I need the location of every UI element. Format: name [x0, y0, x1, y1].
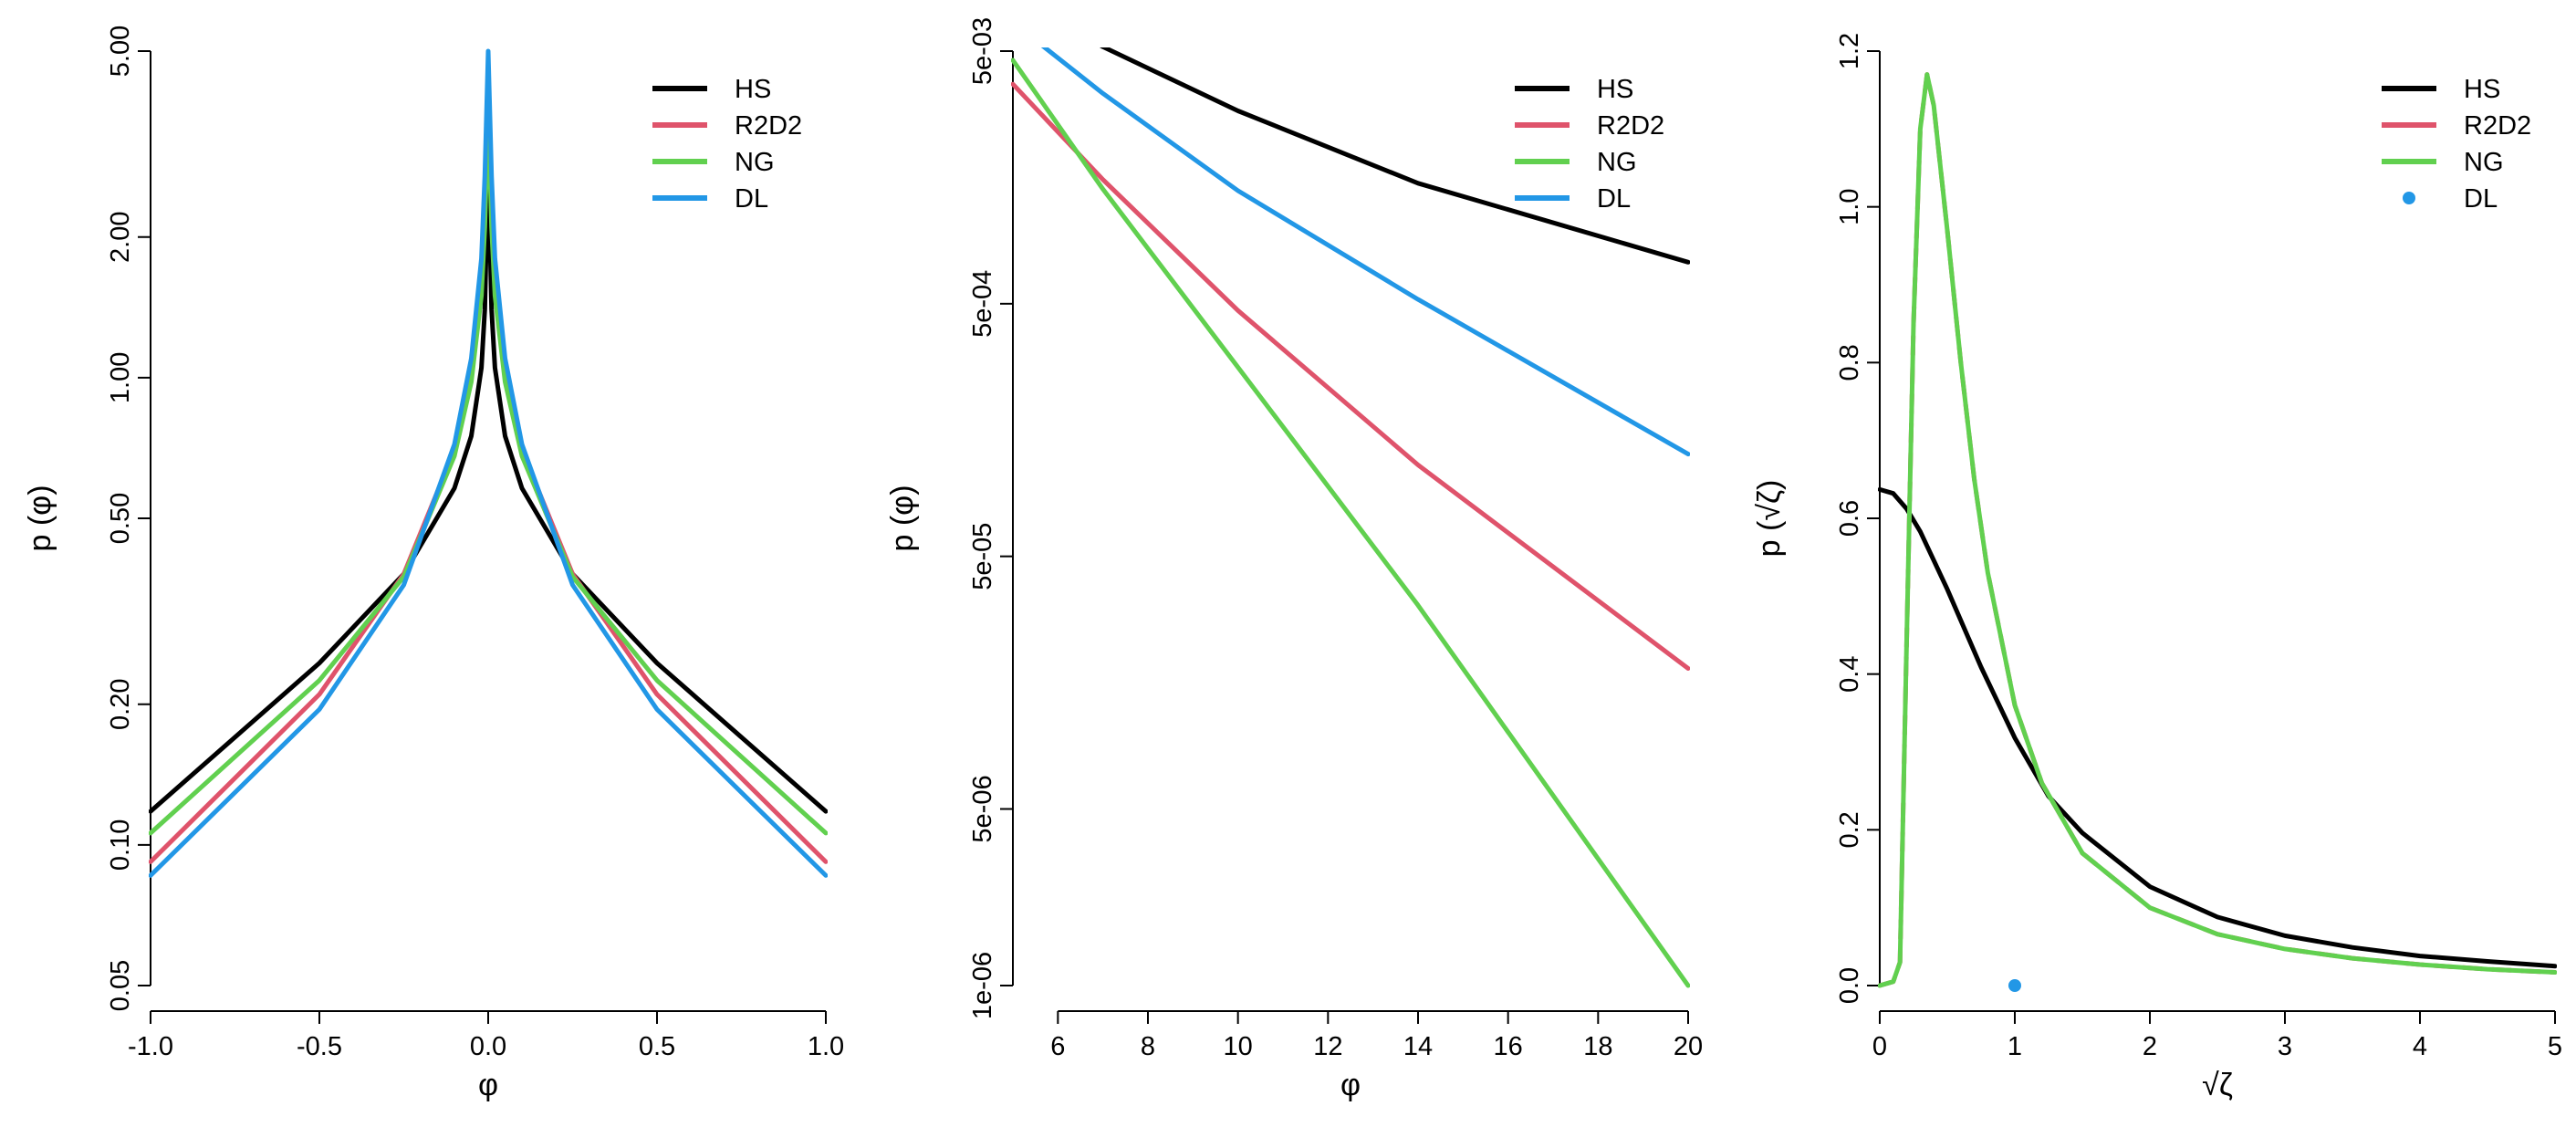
x-tick-label: -1.0	[128, 1032, 173, 1061]
y-tick-label: 0.20	[106, 679, 135, 730]
legend-label-ng: NG	[1597, 148, 1637, 177]
series-line-ng	[1878, 72, 2557, 988]
x-tick-label: 4	[2413, 1032, 2427, 1061]
x-tick-label: 0.0	[470, 1032, 506, 1061]
legend-label-hs: HS	[2464, 75, 2500, 104]
x-tick-label: 1	[2008, 1032, 2022, 1061]
legend-label-dl: DL	[1597, 184, 1631, 214]
x-tick-label: 8	[1141, 1032, 1155, 1061]
legend-label-ng: NG	[735, 148, 775, 177]
y-tick-label: 0.2	[1835, 811, 1864, 848]
legend-label-r2d2: R2D2	[735, 111, 802, 141]
legend-label-dl: DL	[2464, 184, 2498, 214]
y-tick-label: 0.05	[106, 960, 135, 1011]
series-line-dl	[1040, 47, 1690, 457]
y-tick-label: 2.00	[106, 212, 135, 263]
y-tick-label: 5e-04	[968, 270, 997, 338]
y-tick-label: 5e-03	[968, 17, 997, 85]
x-axis-label: √ζ	[2202, 1068, 2233, 1102]
y-tick-label: 0.6	[1835, 500, 1864, 537]
legend-label-dl: DL	[735, 184, 768, 214]
y-tick-label: 5e-05	[968, 523, 997, 590]
x-tick-label: 18	[1583, 1032, 1612, 1061]
series-line-hs	[1100, 47, 1690, 265]
legend-label-r2d2: R2D2	[1597, 111, 1664, 141]
panel-right: 0.0 0.2 0.4 0.6 0.8 1.0 1.2 0 1 2 3 4 5 √ζ p (√ζ) HS R2D…	[1752, 33, 2562, 1102]
x-tick-label: 6	[1050, 1032, 1065, 1061]
x-tick-label: 12	[1313, 1032, 1342, 1061]
x-axis-label: φ	[1340, 1068, 1361, 1102]
y-tick-label: 5e-06	[968, 775, 997, 842]
x-tick-label: 10	[1224, 1032, 1253, 1061]
panel-middle: 1e-06 5e-06 5e-05 5e-04 5e-03 6 8 10 12 14 16 18 20 φ…	[885, 17, 1703, 1102]
legend-label-ng: NG	[2464, 148, 2504, 177]
series-line-dl	[149, 48, 828, 878]
y-tick-label: 0.8	[1835, 344, 1864, 381]
y-axis-label: p (φ)	[885, 485, 920, 551]
x-tick-label: 14	[1403, 1032, 1433, 1061]
y-tick-label: 0.4	[1835, 656, 1864, 693]
x-tick-label: -0.5	[297, 1032, 342, 1061]
x-tick-label: 5	[2548, 1032, 2562, 1061]
x-tick-label: 0	[1872, 1032, 1887, 1061]
y-tick-label: 5.00	[106, 26, 135, 77]
x-tick-label: 0.5	[639, 1032, 675, 1061]
x-tick-label: 16	[1494, 1032, 1523, 1061]
series-line-hs	[149, 159, 828, 814]
y-tick-label: 0.10	[106, 819, 135, 871]
y-tick-label: 0.0	[1835, 967, 1864, 1004]
x-tick-label: 3	[2278, 1032, 2292, 1061]
y-tick-label: 1.00	[106, 352, 135, 403]
x-tick-label: 2	[2143, 1032, 2157, 1061]
series-line-r2d2	[1011, 81, 1690, 671]
legend-label-hs: HS	[735, 75, 771, 104]
panel-left: 0.05 0.10 0.20 0.50 1.00 2.00 5.00 -1.0 -0.5 0.0 0…	[23, 26, 844, 1102]
y-axis-label: p (φ)	[23, 485, 57, 551]
legend-label-r2d2: R2D2	[2464, 111, 2531, 141]
y-tick-label: 1e-06	[968, 952, 997, 1019]
x-tick-label: 1.0	[808, 1032, 844, 1061]
legend-swatch-dl	[2403, 192, 2415, 204]
y-tick-label: 0.50	[106, 493, 135, 544]
x-axis-label: φ	[478, 1068, 498, 1102]
y-tick-label: 1.0	[1835, 189, 1864, 225]
series-line-ng	[1011, 57, 1690, 988]
y-axis-label: p (√ζ)	[1752, 480, 1787, 558]
legend-label-hs: HS	[1597, 75, 1633, 104]
x-tick-label: 20	[1674, 1032, 1703, 1061]
series-line-hs	[1878, 486, 2557, 969]
y-tick-label: 1.2	[1835, 33, 1864, 69]
series-point-dl	[2008, 979, 2021, 992]
